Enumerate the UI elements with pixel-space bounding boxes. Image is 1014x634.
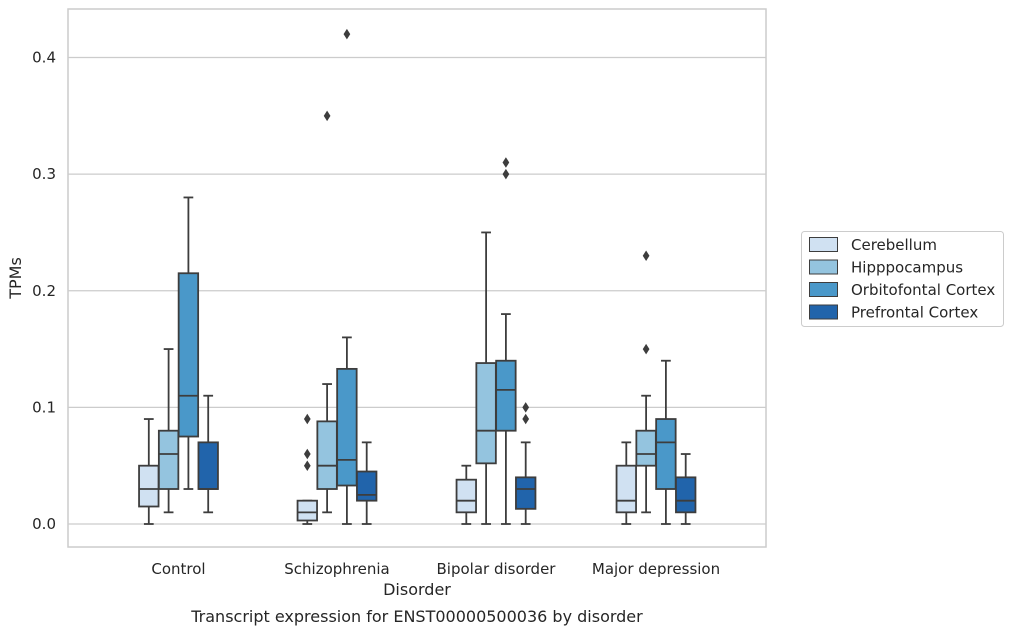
chart-caption: Transcript expression for ENST0000050003… [190,607,643,626]
box-hipppocampus [635,250,657,514]
box-prefrontal-cortex [675,453,697,525]
y-tick-label: 0.0 [32,515,56,533]
iqr-box [177,272,200,438]
box-cerebellum [615,441,637,525]
iqr-box [475,362,497,465]
outlier-point [303,460,311,471]
iqr-box [197,441,219,490]
y-tick-label: 0.1 [32,398,56,416]
box-cerebellum [455,464,477,525]
box-hipppocampus [157,348,180,514]
legend-frame [801,231,1004,327]
outlier-point [323,110,331,122]
iqr-box [316,420,338,490]
x-tick-label: Major depression [592,560,720,578]
outlier-point [522,413,530,425]
iqr-box [336,367,358,487]
legend-label: Cerebellum [851,236,937,254]
legend-label: Orbitofontal Cortex [851,281,995,299]
iqr-box [138,464,160,508]
iqr-box [615,464,637,514]
iqr-box [296,499,318,522]
outlier-point [522,402,530,413]
legend-swatch [809,259,838,275]
box-orbitofontal-cortex [495,157,517,525]
legend-swatch [809,237,838,252]
iqr-box [356,470,378,502]
y-tick-label: 0.3 [32,165,56,183]
legend-swatch [809,304,838,320]
outlier-point [642,250,650,262]
x-axis-label: Disorder [383,580,451,599]
box-cerebellum [138,418,160,525]
outlier-point [343,28,351,40]
x-tick-label: Schizophrenia [284,560,389,578]
box-prefrontal-cortex [356,441,378,525]
box-hipppocampus [316,110,338,514]
iqr-box [157,429,180,490]
iqr-box [515,476,537,510]
x-tick-labels: Control Schizophrenia Bipolar disorder Majo… [151,560,720,578]
iqr-box [655,418,677,490]
outlier-point [303,448,311,460]
y-tick-labels: 0.0 0.1 0.2 0.3 0.4 [32,49,56,534]
outlier-point [303,413,311,425]
x-tick-label: Control [151,560,205,578]
box-orbitofontal-cortex [177,196,200,490]
box-orbitofontal-cortex [336,28,358,525]
legend-swatch [809,282,838,297]
box-hipppocampus [475,231,497,525]
y-axis-label: TPMs [6,257,25,300]
box-prefrontal-cortex [515,402,537,525]
outlier-point [502,168,510,180]
outlier-point [642,343,650,355]
iqr-box [495,359,517,432]
iqr-box [455,478,477,514]
y-tick-label: 0.4 [32,49,56,67]
box-orbitofontal-cortex [655,359,677,525]
x-tick-label: Bipolar disorder [437,560,557,578]
box-prefrontal-cortex [197,394,219,514]
plot-frame [67,8,767,548]
box-series-group [138,28,697,525]
legend: Cerebellum Hipppocampus Orbitofontal Corte… [801,231,1004,327]
outlier-point [502,157,510,168]
legend-label: Hipppocampus [851,259,963,277]
iqr-box [635,429,657,467]
y-tick-label: 0.2 [32,282,56,300]
legend-label: Prefrontal Cortex [851,304,978,322]
box-cerebellum [296,413,318,525]
iqr-box [675,476,697,514]
